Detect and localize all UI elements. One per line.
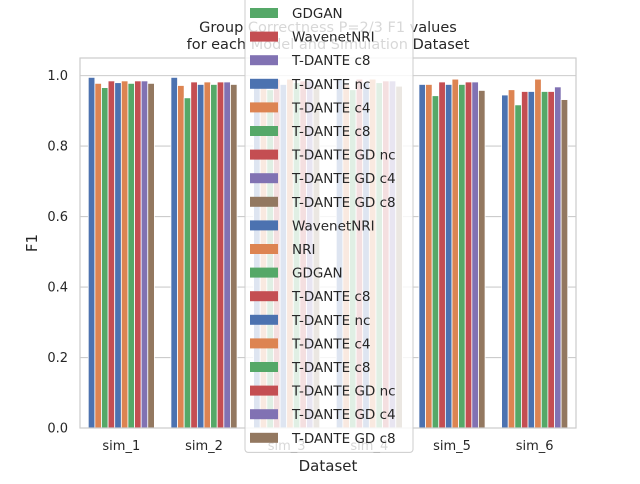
- x-tick-label: sim_6: [516, 439, 554, 454]
- bar: [507, 89, 516, 429]
- bar: [521, 91, 529, 429]
- legend-label: T-DANTE nc: [291, 77, 370, 93]
- y-tick-label: 0.0: [47, 422, 68, 437]
- legend-label: T-DANTE GD nc: [291, 148, 396, 164]
- legend-swatch: [250, 31, 278, 42]
- bar: [114, 82, 122, 429]
- bar: [177, 85, 185, 429]
- legend-label: T-DANTE c4: [291, 100, 370, 116]
- bar: [425, 84, 433, 429]
- bar: [223, 81, 231, 429]
- legend-label: T-DANTE c8: [291, 360, 370, 376]
- y-tick-label: 0.8: [47, 140, 68, 155]
- y-tick-label: 0.4: [47, 281, 68, 296]
- legend-label: NRI: [292, 242, 315, 258]
- bar: [170, 76, 178, 429]
- bar: [87, 76, 96, 429]
- bar: [107, 80, 116, 429]
- bar: [534, 78, 542, 429]
- bars: [87, 76, 569, 429]
- bar: [196, 84, 205, 429]
- y-tick-label: 0.2: [47, 351, 68, 366]
- legend-swatch: [250, 220, 278, 231]
- bar: [140, 80, 149, 429]
- bar: [203, 81, 212, 429]
- bar: [94, 82, 102, 429]
- legend-swatch: [250, 8, 278, 18]
- legend-label: T-DANTE c8: [291, 289, 370, 305]
- bar: [127, 82, 135, 429]
- bar: [183, 97, 192, 429]
- bar: [547, 91, 555, 429]
- legend-label: GDGAN: [292, 266, 343, 282]
- bar: [134, 80, 142, 429]
- legend-swatch: [250, 149, 278, 160]
- legend-label: T-DANTE c4: [291, 336, 370, 352]
- bar: [147, 82, 155, 429]
- bar: [418, 84, 426, 429]
- bar: [438, 81, 446, 429]
- legend-swatch: [250, 291, 278, 302]
- bar: [514, 104, 522, 429]
- x-tick-label: sim_1: [102, 439, 140, 454]
- legend-swatch: [250, 102, 278, 113]
- legend-swatch: [250, 78, 278, 89]
- legend-label: GDGAN: [292, 6, 343, 22]
- legend-swatch: [250, 338, 278, 349]
- bar: [464, 81, 473, 429]
- legend-swatch: [250, 432, 278, 443]
- bar: [230, 84, 238, 429]
- bar: [190, 81, 198, 429]
- bar: [560, 99, 569, 429]
- legend-swatch: [250, 196, 278, 207]
- legend-label: T-DANTE c8: [291, 53, 370, 69]
- legend-swatch: [250, 362, 278, 372]
- legend-box: [244, 0, 414, 453]
- legend-swatch: [250, 55, 278, 66]
- bar: [501, 94, 509, 429]
- bar: [471, 81, 479, 429]
- legend-label: T-DANTE nc: [291, 313, 370, 329]
- legend-swatch: [250, 126, 278, 136]
- bar: [444, 84, 453, 429]
- x-tick-label: sim_2: [185, 439, 223, 454]
- legend-swatch: [250, 244, 278, 254]
- bar: [527, 91, 536, 429]
- legend-label: WavenetNRI: [292, 30, 375, 46]
- bar: [554, 86, 562, 429]
- bar: [458, 84, 466, 429]
- legend-label: WavenetNRI: [292, 218, 375, 234]
- bar: [210, 84, 218, 429]
- bar: [120, 80, 129, 429]
- y-tick-label: 1.0: [47, 69, 68, 84]
- legend-swatch: [250, 409, 278, 420]
- legend-label: T-DANTE c8: [291, 124, 370, 140]
- legend-swatch: [250, 173, 278, 184]
- legend-label: T-DANTE GD c8: [291, 431, 396, 447]
- legend-swatch: [250, 267, 278, 278]
- y-tick-labels: 0.0 0.2 0.4 0.6 0.8 1.0: [47, 69, 68, 436]
- legend-label: T-DANTE GD c4: [291, 407, 396, 423]
- bar: [478, 90, 486, 429]
- y-axis-title: F1: [23, 234, 41, 252]
- legend-label: T-DANTE GD nc: [291, 384, 396, 400]
- bar: [101, 87, 109, 429]
- y-tick-label: 0.6: [47, 210, 68, 225]
- bar: [451, 78, 460, 429]
- legend-swatch: [250, 385, 278, 396]
- bar: [431, 95, 440, 429]
- legend-swatch: [250, 314, 278, 325]
- bar: [216, 81, 225, 429]
- legend-label: T-DANTE GD c8: [291, 195, 396, 211]
- x-tick-label: sim_5: [433, 439, 471, 454]
- legend-label: T-DANTE GD c4: [291, 171, 396, 187]
- legend: GDGAN WavenetNRI T-DANTE c8 T-DANTE nc T-DAN…: [244, 0, 414, 453]
- x-axis-title: Dataset: [299, 457, 358, 475]
- bar: [540, 91, 549, 429]
